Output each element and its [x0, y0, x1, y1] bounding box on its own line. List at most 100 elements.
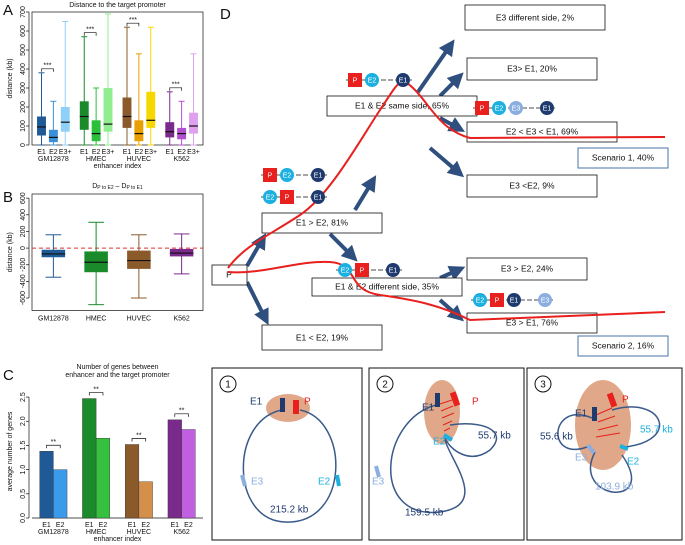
box — [127, 250, 151, 269]
e3-site — [374, 465, 381, 478]
y-tick-label: -200 — [20, 258, 27, 272]
y-tick-label: 200 — [20, 226, 27, 238]
promoter-icon — [263, 168, 277, 182]
enhancer-icon — [396, 73, 410, 87]
significance-label: ** — [136, 432, 142, 439]
significance-bracket — [41, 68, 54, 72]
label: P — [304, 397, 311, 408]
x-tick-label: E2 — [141, 522, 150, 529]
x-tick-label: E1 — [42, 522, 51, 529]
x-axis-label: enhancer index — [94, 536, 142, 543]
plot-frame — [31, 193, 204, 311]
label: E3 — [575, 453, 588, 464]
box-label: E3 > E1, 76% — [506, 317, 559, 327]
promoter — [606, 392, 618, 408]
label: E3 — [372, 477, 385, 488]
enhancer-icon — [509, 101, 523, 115]
y-tick-label: 0.5 — [20, 489, 27, 499]
promoter-icon — [355, 263, 369, 277]
significance-bracket — [169, 87, 182, 91]
label: P — [472, 397, 479, 408]
panel-label: B — [3, 189, 13, 206]
enhancer-icon — [473, 293, 487, 307]
y-tick-label: 100 — [20, 120, 27, 132]
y-tick-label: 0.0 — [20, 513, 27, 523]
bar — [138, 481, 153, 519]
arrow — [353, 175, 377, 212]
x-tick-label: E2 — [49, 149, 58, 156]
significance-label: *** — [43, 63, 51, 70]
enhancer-icon — [311, 168, 325, 182]
box — [165, 122, 175, 138]
x-tick-label: E1 — [171, 522, 180, 529]
icon-label: P — [360, 267, 365, 274]
box-label: E3 different side, 2% — [496, 12, 575, 22]
x-tick-label: E3+ — [144, 149, 157, 156]
e1-site — [280, 398, 285, 412]
y-axis-label: distance (kb) — [7, 58, 14, 98]
box — [122, 97, 132, 128]
label: E3 — [251, 477, 264, 488]
arrow — [439, 265, 466, 281]
y-tick-label: 200 — [20, 101, 27, 113]
enhancer-icon — [263, 190, 277, 204]
x-tick-label: E1 — [85, 522, 94, 529]
box — [261, 212, 383, 234]
icon-label: E1 — [399, 77, 408, 84]
loop — [589, 451, 633, 494]
y-tick-label: -600 — [20, 291, 27, 305]
enhancer-icon — [492, 101, 506, 115]
box-label: E1 & E2 different side, 35% — [335, 281, 439, 291]
x-tick-label: GM12878 — [38, 315, 69, 322]
label: E1 — [575, 409, 588, 420]
icon-label: E2 — [341, 267, 350, 274]
label: 159.5 kb — [405, 508, 444, 519]
panel-label: D — [220, 6, 231, 23]
significance-bracket — [46, 444, 61, 449]
bar — [167, 419, 182, 519]
box-label: E3 <E2, 9% — [509, 180, 555, 190]
title-part: D — [92, 183, 97, 190]
path-curve — [227, 260, 666, 322]
arrow — [439, 116, 465, 132]
panel-number: 1 — [225, 380, 231, 391]
icon-label: E2 — [495, 105, 504, 112]
promoter-icon — [490, 293, 504, 307]
icon-label: E1 — [543, 105, 552, 112]
x-tick-label: HMEC — [86, 315, 107, 322]
y-tick-label: 1.0 — [20, 465, 27, 475]
y-tick-label: 400 — [20, 209, 27, 221]
significance-label: ** — [51, 439, 57, 446]
y-tick-label: 1.5 — [20, 440, 27, 450]
significance-label: ** — [93, 386, 99, 393]
panel-label: C — [3, 367, 14, 384]
box — [134, 120, 144, 142]
enhancer-icon — [540, 101, 554, 115]
icon-label: E1 — [389, 267, 398, 274]
arrow — [245, 233, 266, 267]
promoter-icon — [280, 190, 294, 204]
y-tick-label: 700 — [20, 6, 27, 18]
box — [60, 107, 70, 132]
enhancer-icon — [386, 263, 400, 277]
icon-label: E2 — [266, 194, 275, 201]
box — [48, 129, 58, 143]
x-tick-label: E2 — [92, 149, 101, 156]
box — [466, 257, 588, 281]
significance-label: *** — [86, 27, 94, 34]
x-tick-label: E1 — [80, 149, 89, 156]
icon-label: E3 — [512, 105, 521, 112]
significance-label: *** — [172, 82, 180, 89]
icon-label: E1 — [314, 172, 323, 179]
arrow — [416, 39, 455, 94]
y-tick-label: 600 — [20, 25, 27, 37]
contacts — [439, 399, 455, 432]
icon-label: E3 — [541, 297, 550, 304]
group-label: HUVEC — [127, 529, 152, 536]
label: P — [622, 395, 629, 406]
x-tick-label: E1 — [128, 522, 137, 529]
x-tick-label: E1 — [37, 149, 46, 156]
significance-label: ** — [179, 408, 185, 415]
icon-label: P — [480, 105, 485, 112]
title-part: – D — [114, 183, 127, 190]
